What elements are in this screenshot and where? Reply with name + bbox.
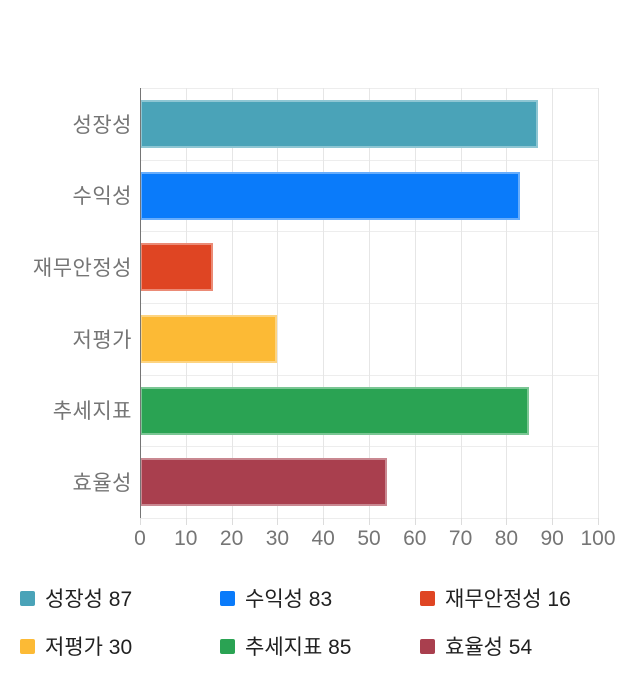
tick-mark: [369, 518, 370, 525]
legend-swatch: [220, 638, 235, 654]
y-axis-label: 재무안정성: [32, 257, 132, 281]
x-axis: 0 10 20 30 40 50 60 70 80 90 100: [134, 518, 616, 560]
tick-mark: [460, 518, 462, 525]
gridline: [414, 88, 416, 518]
legend-label: 저평가 30: [45, 636, 133, 659]
gridline: [369, 88, 370, 518]
tick-mark: [231, 518, 233, 525]
gridline: [323, 88, 325, 518]
legend-item: 수익성 83: [220, 586, 333, 611]
gridline: [598, 88, 599, 518]
legend-swatch: [20, 638, 35, 654]
legend-swatch: [420, 638, 435, 654]
tick-mark: [506, 518, 508, 525]
legend-item: 성장성 87: [20, 586, 133, 611]
bar-6[interactable]: [140, 458, 388, 507]
legend-swatch: [420, 590, 435, 606]
y-axis-label: 수익성: [72, 185, 132, 209]
tick-mark: [185, 518, 187, 525]
y-axis-label: 효율성: [72, 472, 132, 496]
tick-mark: [552, 518, 554, 525]
y-axis-label: 추세지표: [52, 400, 132, 424]
legend-label: 성장성 87: [45, 588, 133, 611]
bar-4[interactable]: [140, 315, 278, 363]
legend-label: 수익성 83: [245, 588, 333, 611]
x-tick-label: 30: [265, 527, 290, 550]
x-tick-label: 50: [357, 527, 381, 550]
x-tick-label: 100: [580, 527, 616, 550]
bar-3[interactable]: [140, 243, 214, 292]
gridline: [185, 88, 187, 518]
legend-label: 효율성 54: [445, 636, 533, 659]
tick-mark: [323, 518, 325, 525]
x-tick-label: 20: [219, 527, 244, 550]
legend-item: 효율성 54: [420, 634, 533, 659]
gridline: [552, 88, 554, 518]
gridline: [231, 88, 233, 518]
legend-swatch: [220, 590, 235, 606]
legend: 성장성 87 수익성 83 재무안정성 16 저평가 30 추세지표 85 효율성 54: [0, 586, 640, 696]
legend-label: 재무안정성 16: [445, 588, 571, 611]
x-tick-label: 0: [134, 527, 146, 550]
x-tick-label: 40: [311, 527, 335, 550]
y-axis-line: [140, 88, 141, 518]
bar-5[interactable]: [140, 386, 530, 435]
x-tick-label: 10: [174, 527, 198, 550]
legend-label: 추세지표 85: [245, 636, 352, 659]
y-axis-label: 저평가: [72, 328, 132, 352]
x-tick-label: 90: [540, 527, 564, 550]
x-tick-label: 60: [403, 527, 427, 550]
legend-item: 재무안정성 16: [420, 586, 571, 611]
x-tick-label: 70: [448, 527, 473, 550]
tick-mark: [140, 518, 141, 525]
gridline: [277, 88, 279, 518]
gridline: [506, 88, 508, 518]
bar-2[interactable]: [140, 171, 521, 220]
x-tick-label: 80: [494, 527, 519, 550]
tick-mark: [414, 518, 416, 525]
tick-mark: [598, 518, 599, 525]
bar-1[interactable]: [140, 100, 539, 148]
tick-mark: [277, 518, 279, 525]
y-axis-label: 성장성: [72, 113, 132, 137]
legend-item: 추세지표 85: [220, 634, 352, 659]
plot-area: [140, 88, 599, 519]
gridline: [460, 88, 462, 518]
legend-swatch: [20, 590, 35, 606]
legend-item: 저평가 30: [20, 634, 133, 659]
